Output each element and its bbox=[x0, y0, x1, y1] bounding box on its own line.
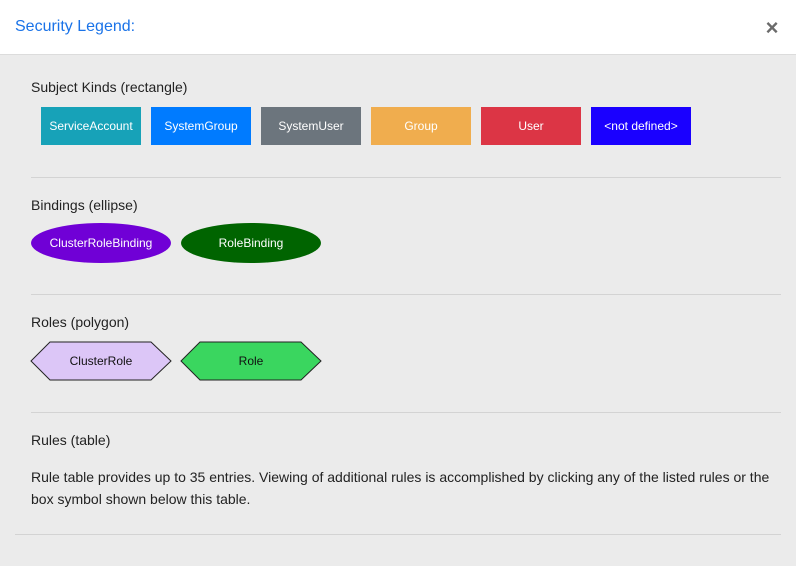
bindings-title: Bindings (ellipse) bbox=[31, 197, 138, 213]
legend-group: Group bbox=[371, 107, 471, 145]
legend-not-defined: <not defined> bbox=[591, 107, 691, 145]
legend-systemgroup: SystemGroup bbox=[151, 107, 251, 145]
legend-user: User bbox=[481, 107, 581, 145]
legend-serviceaccount: ServiceAccount bbox=[41, 107, 141, 145]
legend-clusterrolebinding: ClusterRoleBinding bbox=[31, 223, 171, 263]
legend-role: Role bbox=[180, 341, 322, 381]
dialog-title: Security Legend: bbox=[15, 18, 136, 35]
roles-title: Roles (polygon) bbox=[31, 314, 130, 330]
legend-clusterrole-label: ClusterRole bbox=[69, 354, 133, 368]
legend-systemuser: SystemUser bbox=[261, 107, 361, 145]
hexagon-shape bbox=[180, 341, 322, 381]
legend-rolebinding: RoleBinding bbox=[181, 223, 321, 263]
legend-clusterrole: ClusterRole bbox=[30, 341, 172, 381]
close-icon[interactable]: × bbox=[765, 15, 779, 40]
legend-role-label: Role bbox=[238, 354, 264, 368]
dialog-header: Security Legend: × bbox=[0, 0, 796, 55]
section-divider bbox=[31, 177, 781, 178]
rules-title: Rules (table) bbox=[31, 432, 111, 448]
rules-description: Rule table provides up to 35 entries. Vi… bbox=[31, 469, 770, 507]
section-divider bbox=[31, 412, 781, 413]
subject-kinds-title: Subject Kinds (rectangle) bbox=[31, 79, 188, 95]
hexagon-shape bbox=[30, 341, 172, 381]
section-divider bbox=[15, 534, 781, 535]
section-divider bbox=[31, 294, 781, 295]
